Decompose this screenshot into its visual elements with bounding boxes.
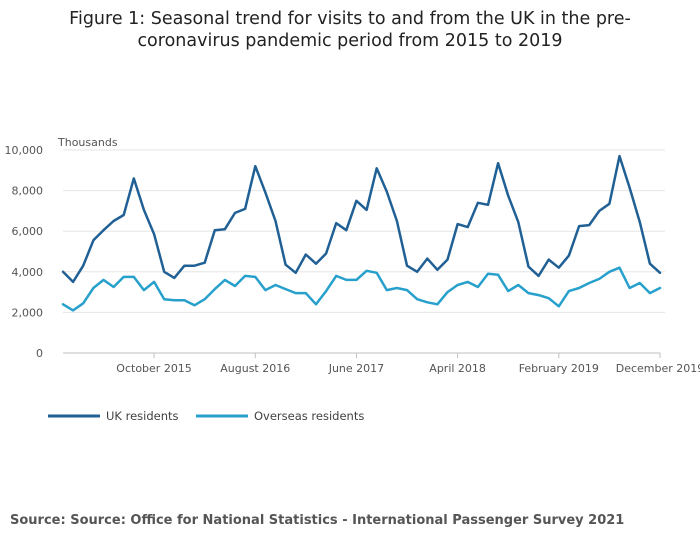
x-tick-label: June 2017	[328, 362, 384, 375]
legend-label: Overseas residents	[254, 409, 364, 423]
y-axis: 0 2,000 4,000 6,000 8,000 10,000	[5, 144, 44, 360]
series-lines	[61, 154, 662, 312]
gridlines	[63, 149, 665, 354]
x-tick-label: December 2019	[616, 362, 700, 375]
legend: UK residents Overseas residents	[48, 409, 364, 423]
y-tick-label: 4,000	[12, 266, 44, 279]
series-line-overseas-residents	[61, 266, 662, 312]
y-tick-label: 0	[36, 347, 43, 360]
x-tick-label: October 2015	[116, 362, 192, 375]
source-note: Source: Source: Office for National Stat…	[10, 513, 625, 528]
y-tick-label: 10,000	[5, 144, 44, 157]
chart-title-line1: Figure 1: Seasonal trend for visits to a…	[69, 9, 631, 29]
y-axis-unit-label: Thousands	[57, 136, 118, 149]
chart-title-line2: coronavirus pandemic period from 2015 to…	[137, 31, 563, 51]
y-tick-label: 8,000	[12, 185, 44, 198]
x-tick-label: February 2019	[519, 362, 599, 375]
series-line-uk-residents	[61, 154, 662, 284]
x-tick-label: August 2016	[220, 362, 290, 375]
legend-label: UK residents	[106, 409, 179, 423]
chart-title: Figure 1: Seasonal trend for visits to a…	[40, 8, 660, 52]
y-tick-label: 6,000	[12, 225, 44, 238]
x-tick-label: April 2018	[429, 362, 486, 375]
x-axis: October 2015 August 2016 June 2017 April 20…	[63, 352, 700, 375]
y-tick-label: 2,000	[12, 306, 44, 319]
